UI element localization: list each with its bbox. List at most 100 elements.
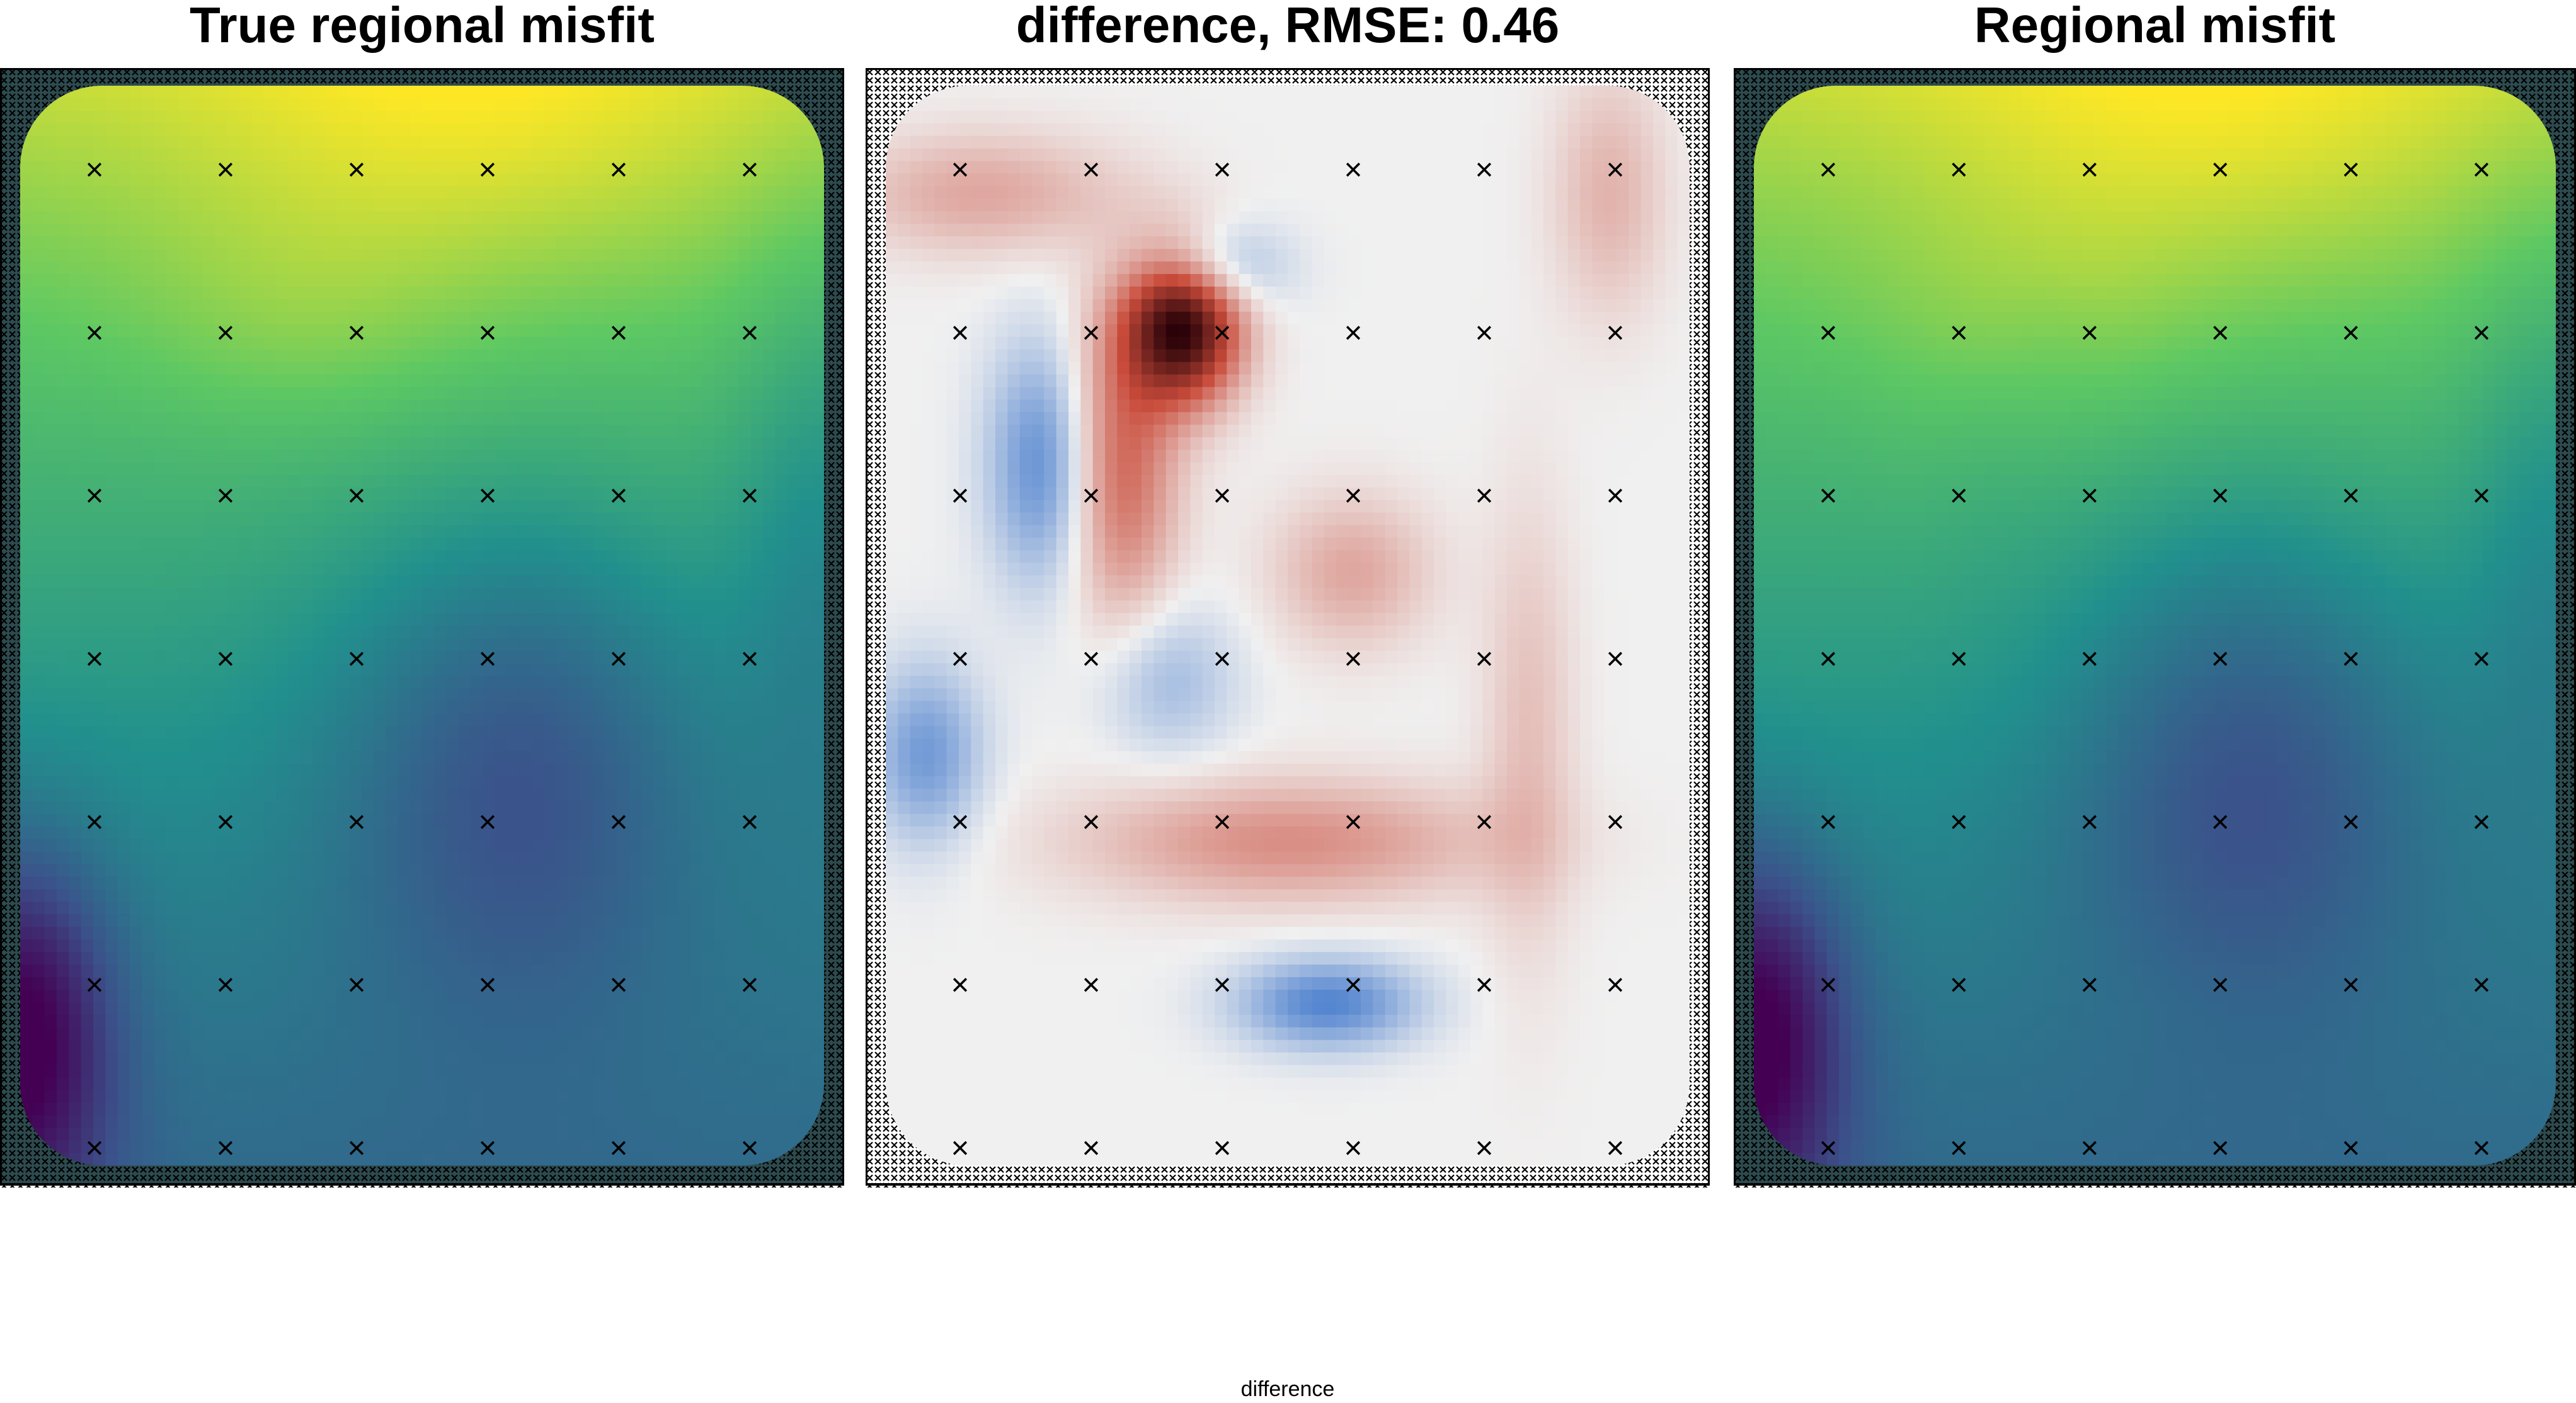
heatmap-cell	[361, 650, 374, 664]
heatmap-cell	[203, 86, 215, 99]
heatmap-cell	[154, 776, 167, 789]
heatmap-cell	[336, 148, 350, 162]
heatmap-cell	[592, 851, 605, 865]
heatmap-cell	[751, 362, 764, 375]
heatmap-cell	[653, 839, 667, 852]
heatmap-cell	[190, 487, 203, 501]
heatmap-cell	[32, 965, 45, 978]
heatmap-cell	[386, 286, 398, 300]
heatmap-cell	[324, 324, 338, 338]
heatmap-cell	[409, 474, 423, 488]
heatmap-cell	[653, 412, 667, 425]
heatmap-cell	[361, 902, 374, 915]
heatmap-cell	[446, 186, 459, 199]
heatmap-cell	[69, 751, 82, 764]
heatmap-cell	[154, 374, 167, 387]
heatmap-cell	[361, 764, 374, 777]
heatmap-cell	[178, 537, 192, 551]
heatmap-cell	[288, 336, 301, 350]
heatmap-cell	[787, 588, 800, 601]
heatmap-cell	[544, 110, 557, 124]
heatmap-cell	[568, 273, 581, 287]
heatmap-cell	[556, 336, 569, 350]
heatmap-cell	[93, 311, 106, 325]
heatmap-cell	[726, 1002, 740, 1016]
heatmap-cell	[373, 977, 386, 990]
heatmap-cell	[459, 98, 471, 112]
heatmap-cell	[471, 399, 484, 413]
heatmap-cell	[386, 789, 398, 802]
heatmap-cell	[459, 650, 471, 664]
heatmap-cell	[142, 776, 155, 789]
heatmap-cell	[714, 399, 727, 413]
heatmap-cell	[532, 98, 544, 112]
heatmap-cell	[471, 324, 484, 338]
heatmap-cell	[178, 198, 192, 212]
heatmap-cell	[69, 299, 82, 312]
heatmap-cell	[44, 839, 57, 852]
heatmap-cell	[568, 1002, 581, 1016]
heatmap-cell	[714, 563, 727, 576]
heatmap-cell	[81, 161, 94, 175]
heatmap-cell	[665, 726, 678, 739]
heatmap-cell	[409, 764, 423, 777]
heatmap-cell	[93, 324, 106, 338]
heatmap-cell	[312, 437, 325, 450]
heatmap-cell	[69, 989, 82, 1003]
heatmap-cell	[263, 902, 277, 915]
heatmap-cell	[459, 588, 471, 601]
heatmap-cell	[81, 613, 94, 626]
heatmap-cell	[568, 449, 581, 463]
heatmap-cell	[69, 902, 82, 915]
heatmap-cell	[215, 650, 228, 664]
heatmap-cell	[532, 989, 544, 1003]
heatmap-cell	[605, 1014, 617, 1028]
heatmap-cell	[787, 801, 800, 815]
heatmap-cell	[726, 701, 740, 714]
heatmap-cell	[276, 663, 289, 677]
heatmap-cell	[702, 362, 715, 375]
heatmap-cell	[215, 261, 228, 275]
heatmap-cell	[775, 663, 788, 677]
heatmap-cell	[641, 437, 654, 450]
heatmap-cell	[44, 563, 57, 576]
heatmap-cell	[641, 148, 654, 162]
heatmap-cell	[154, 236, 167, 249]
heatmap-cell	[532, 1014, 544, 1028]
heatmap-cell	[142, 399, 155, 413]
heatmap-cell	[751, 186, 764, 199]
heatmap-cell	[629, 173, 642, 187]
heatmap-cell	[787, 952, 800, 965]
heatmap-cell	[154, 1014, 167, 1028]
heatmap-cell	[495, 135, 508, 149]
heatmap-cell	[544, 173, 557, 187]
heatmap-cell	[142, 449, 155, 463]
heatmap-cell	[349, 688, 362, 702]
heatmap-cell	[142, 173, 155, 187]
heatmap-cell	[763, 500, 776, 513]
heatmap-cell	[446, 161, 459, 175]
heatmap-cell	[690, 965, 703, 978]
heatmap-cell	[580, 851, 593, 865]
heatmap-cell	[386, 537, 398, 551]
heatmap-cell	[190, 286, 203, 300]
heatmap-cell	[617, 751, 630, 764]
heatmap-cell	[203, 512, 215, 526]
heatmap-cell	[459, 889, 471, 903]
heatmap-cell	[738, 600, 752, 614]
heatmap-cell	[105, 851, 118, 865]
heatmap-cell	[409, 399, 423, 413]
heatmap-cell	[678, 500, 690, 513]
heatmap-cell	[117, 362, 130, 375]
heatmap-cell	[507, 1014, 520, 1028]
heatmap-cell	[373, 889, 386, 903]
heatmap-cell	[178, 927, 192, 940]
heatmap-cell	[629, 851, 642, 865]
heatmap-cell	[69, 362, 82, 375]
heatmap-cell	[409, 374, 423, 387]
heatmap-cell	[568, 575, 581, 588]
heatmap-cell	[398, 336, 411, 350]
heatmap-cell	[130, 864, 142, 878]
heatmap-cell	[592, 650, 605, 664]
heatmap-cell	[471, 273, 484, 287]
